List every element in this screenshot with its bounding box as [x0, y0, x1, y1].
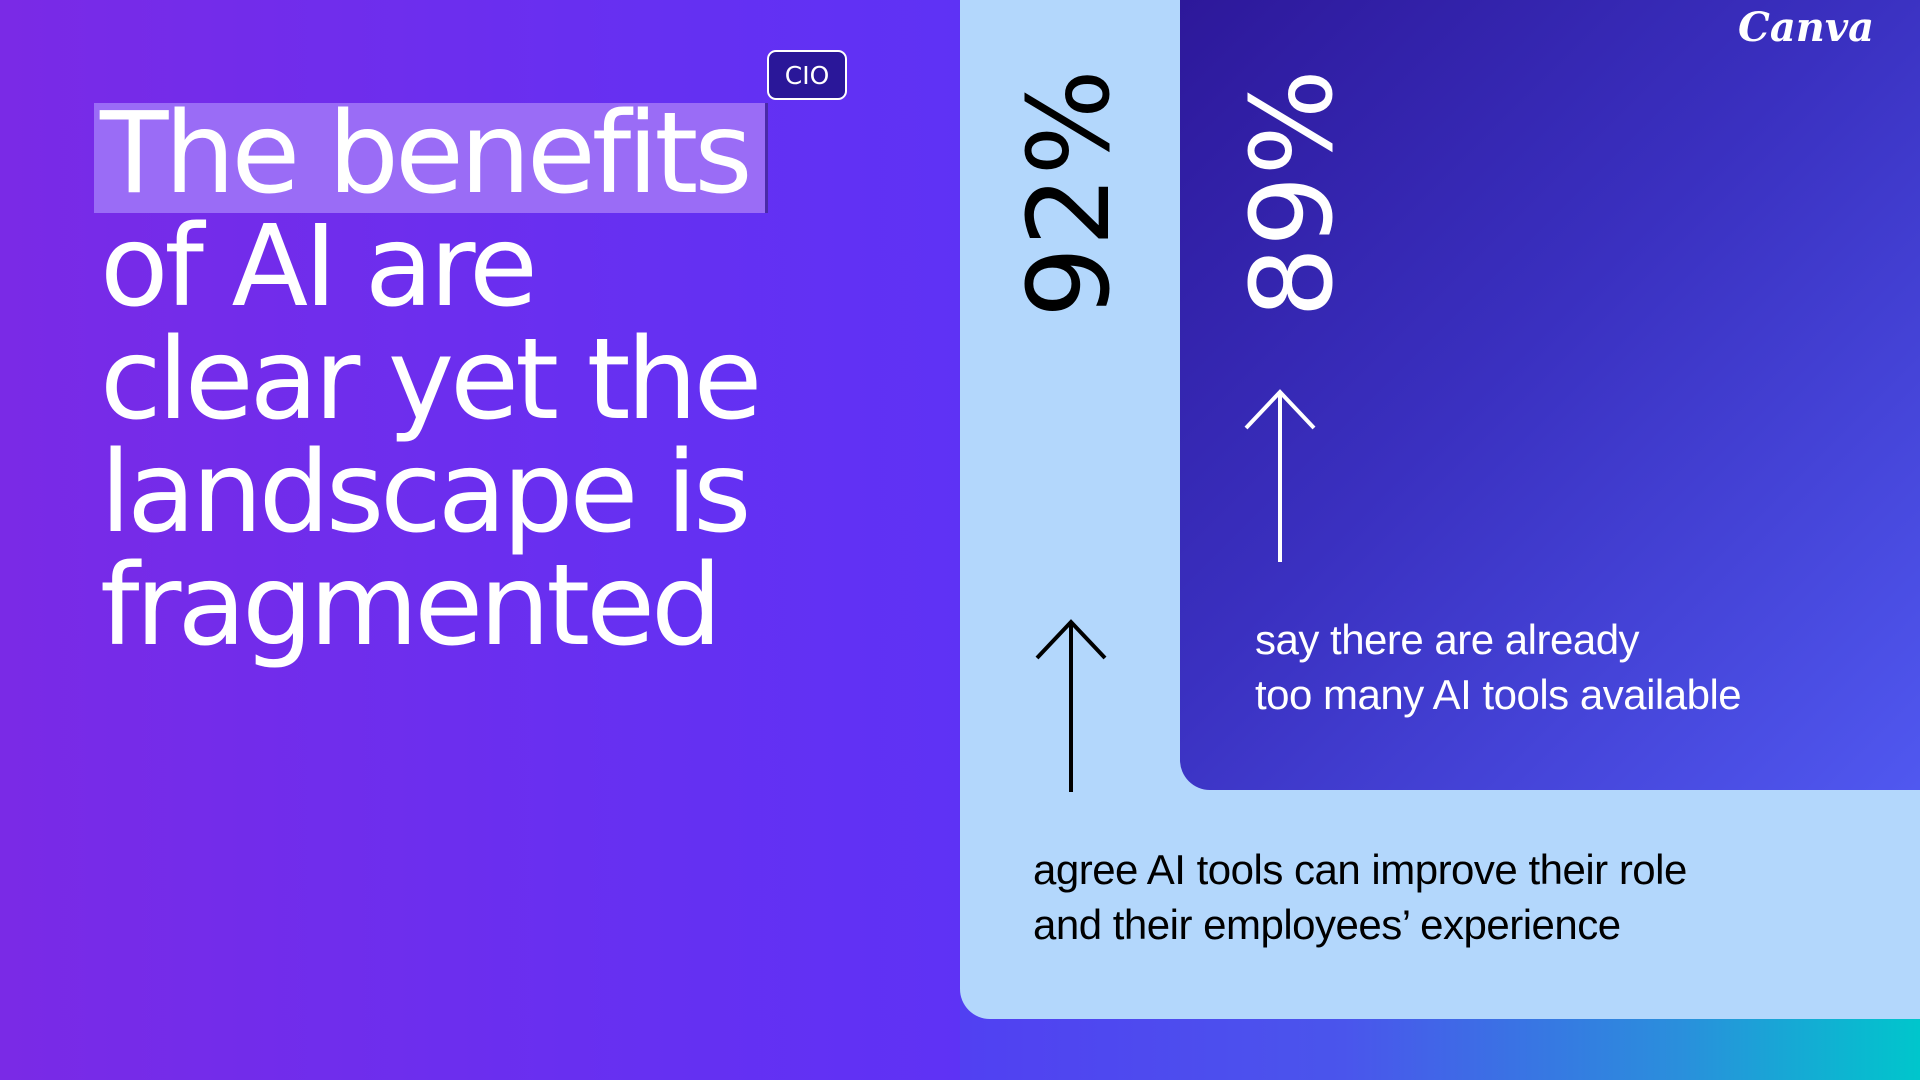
stat-panel-dark [1180, 0, 1920, 790]
stat-description-92: agree AI tools can improve their role an… [1033, 842, 1687, 952]
cio-badge: CIO [767, 50, 847, 100]
headline: The benefits of AI are clear yet the lan… [100, 98, 900, 663]
stat-text-line: say there are already [1255, 616, 1640, 663]
canva-logo: Canva [1738, 4, 1874, 51]
arrow-up-icon [1244, 389, 1316, 562]
headline-line: clear yet the [100, 315, 762, 445]
stat-value-89: 89% [1228, 69, 1358, 318]
headline-highlight [94, 103, 768, 213]
headline-line: The benefits [100, 89, 753, 219]
stat-text-line: and their employees’ experience [1033, 901, 1621, 948]
stat-description-89: say there are already too many AI tools … [1255, 612, 1742, 722]
headline-line: landscape is [100, 428, 751, 558]
arrow-up-icon [1035, 619, 1107, 792]
headline-line: of AI are [100, 202, 538, 332]
stat-text-line: agree AI tools can improve their role [1033, 846, 1687, 893]
stat-value-92: 92% [1005, 69, 1135, 318]
stat-text-line: too many AI tools available [1255, 671, 1742, 718]
headline-line: fragmented [100, 541, 722, 671]
